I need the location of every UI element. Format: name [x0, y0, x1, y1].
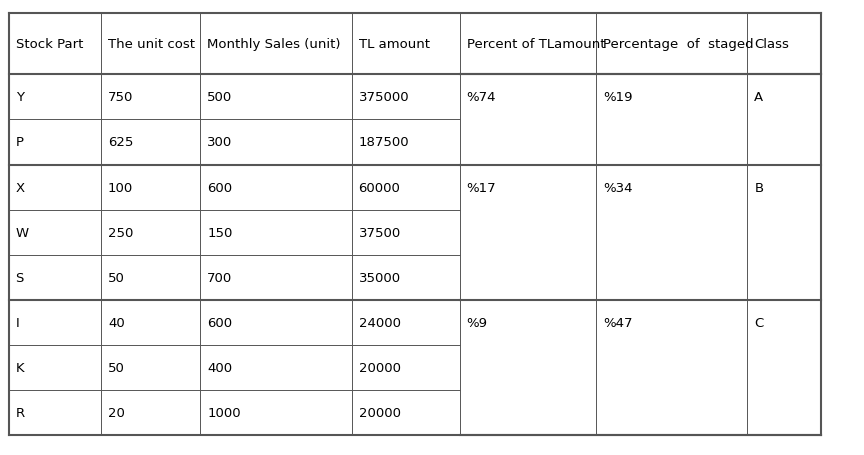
Text: Percentage  of  staged: Percentage of staged [603, 38, 753, 51]
Text: TL amount: TL amount [359, 38, 429, 51]
Text: 1000: 1000 [207, 406, 241, 420]
Text: Monthly Sales (unit): Monthly Sales (unit) [207, 38, 341, 51]
Text: 600: 600 [207, 316, 232, 329]
Text: 20: 20 [108, 406, 125, 420]
Text: 600: 600 [207, 181, 232, 194]
Text: 20000: 20000 [359, 406, 401, 420]
Text: P: P [16, 136, 23, 149]
Text: 100: 100 [108, 181, 133, 194]
Text: 37500: 37500 [359, 226, 401, 239]
Text: 375000: 375000 [359, 91, 410, 104]
Text: Percent of TLamount: Percent of TLamount [467, 38, 605, 51]
Text: %34: %34 [603, 181, 632, 194]
Text: K: K [16, 361, 24, 374]
Text: 150: 150 [207, 226, 232, 239]
Text: 20000: 20000 [359, 361, 401, 374]
Text: %17: %17 [467, 181, 496, 194]
Text: Stock Part: Stock Part [16, 38, 83, 51]
Text: 60000: 60000 [359, 181, 400, 194]
Text: Class: Class [754, 38, 789, 51]
Text: %74: %74 [467, 91, 496, 104]
Text: S: S [16, 271, 24, 284]
Text: 400: 400 [207, 361, 232, 374]
Text: 40: 40 [108, 316, 124, 329]
Text: %19: %19 [603, 91, 632, 104]
Text: The unit cost: The unit cost [108, 38, 195, 51]
Text: 250: 250 [108, 226, 133, 239]
Text: Y: Y [16, 91, 23, 104]
Text: B: B [754, 181, 764, 194]
Text: 50: 50 [108, 271, 125, 284]
Text: I: I [16, 316, 19, 329]
Text: R: R [16, 406, 25, 420]
Text: %47: %47 [603, 316, 632, 329]
Text: 750: 750 [108, 91, 133, 104]
Text: 300: 300 [207, 136, 232, 149]
Text: %9: %9 [467, 316, 487, 329]
Text: 35000: 35000 [359, 271, 401, 284]
Text: C: C [754, 316, 764, 329]
Text: 700: 700 [207, 271, 232, 284]
Text: W: W [16, 226, 29, 239]
Text: 24000: 24000 [359, 316, 401, 329]
Text: 50: 50 [108, 361, 125, 374]
Text: 187500: 187500 [359, 136, 410, 149]
Text: A: A [754, 91, 764, 104]
Text: 625: 625 [108, 136, 133, 149]
Text: X: X [16, 181, 25, 194]
Text: 500: 500 [207, 91, 232, 104]
